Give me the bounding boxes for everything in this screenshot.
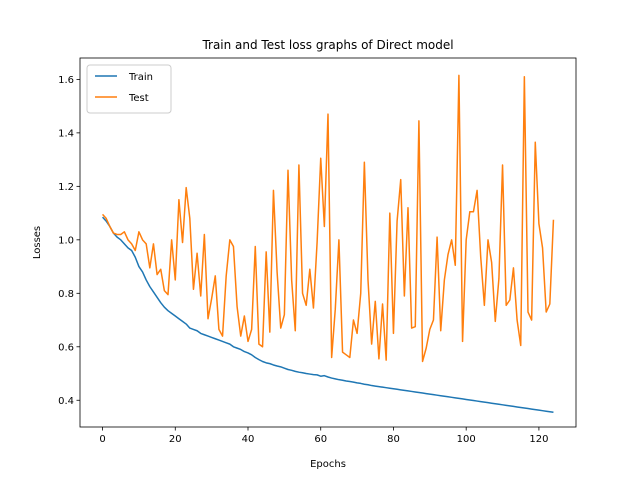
x-tick-label: 0 [99,434,105,445]
x-tick-label: 80 [387,434,400,445]
legend: Train Test [86,64,172,114]
y-tick-label: 0.8 [58,289,74,300]
chart-title: Train and Test loss graphs of Direct mod… [201,38,453,52]
y-tick-label: 1.4 [58,128,74,139]
y-axis: 0.4 0.6 0.8 1.0 1.2 1.4 1.6 [58,75,80,407]
y-tick-label: 1.2 [58,182,74,193]
series-line-train [101,216,554,414]
y-tick-label: 0.4 [58,396,74,407]
x-tick-label: 40 [242,434,255,445]
legend-label-train: Train [128,72,153,83]
y-axis-label: Losses [32,226,43,259]
x-tick-label: 100 [457,434,476,445]
x-tick-label: 60 [314,434,327,445]
legend-label-test: Test [128,93,149,104]
x-tick-label: 120 [529,434,548,445]
y-tick-label: 0.6 [58,342,74,353]
legend-box [86,64,172,114]
x-axis: 0 20 40 60 80 100 120 [99,427,548,445]
plot-area [79,57,577,428]
axes-frame [79,57,577,428]
x-tick-label: 20 [169,434,182,445]
y-tick-label: 1.6 [58,75,74,86]
series-line-test [101,74,555,363]
y-tick-label: 1.0 [58,235,74,246]
x-axis-label: Epochs [310,459,346,470]
